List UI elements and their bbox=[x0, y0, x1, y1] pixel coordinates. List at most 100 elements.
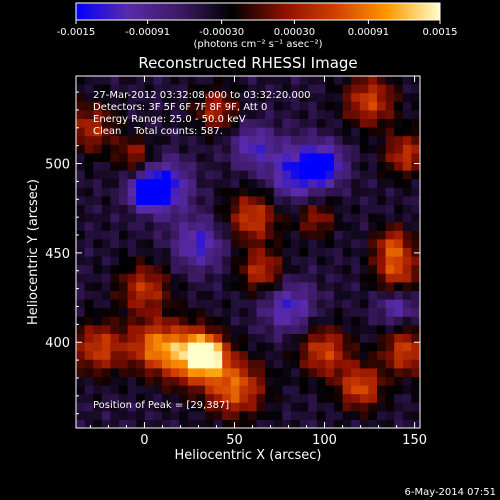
image-pixel bbox=[282, 334, 292, 343]
image-pixel bbox=[359, 179, 369, 189]
image-pixel bbox=[411, 282, 420, 292]
image-pixel bbox=[316, 420, 326, 428]
image-pixel bbox=[299, 394, 309, 404]
image-pixel bbox=[325, 351, 335, 361]
image-pixel bbox=[153, 282, 163, 292]
image-pixel bbox=[248, 385, 257, 395]
image-pixel bbox=[205, 110, 214, 120]
image-pixel bbox=[385, 248, 395, 257]
image-pixel bbox=[325, 196, 335, 206]
image-pixel bbox=[205, 273, 214, 283]
image-pixel bbox=[101, 394, 111, 404]
image-pixel bbox=[411, 76, 420, 85]
image-pixel bbox=[93, 170, 103, 180]
image-pixel bbox=[359, 316, 369, 326]
image-pixel bbox=[179, 265, 189, 275]
image-pixel bbox=[239, 368, 249, 378]
image-pixel bbox=[230, 265, 240, 275]
image-pixel bbox=[248, 282, 257, 292]
image-pixel bbox=[213, 411, 223, 421]
image-pixel bbox=[394, 187, 404, 197]
image-pixel bbox=[84, 101, 94, 111]
image-pixel bbox=[308, 196, 318, 206]
image-pixel bbox=[153, 334, 163, 343]
image-pixel bbox=[308, 153, 318, 163]
image-pixel bbox=[179, 248, 189, 257]
image-pixel bbox=[359, 136, 369, 146]
image-pixel bbox=[187, 144, 197, 154]
image-pixel bbox=[368, 256, 378, 266]
image-pixel bbox=[162, 256, 171, 266]
image-pixel bbox=[265, 273, 275, 283]
image-pixel bbox=[93, 136, 103, 146]
image-pixel bbox=[368, 299, 378, 309]
image-pixel bbox=[265, 265, 275, 275]
image-pixel bbox=[248, 170, 257, 180]
image-pixel bbox=[153, 351, 163, 361]
image-pixel bbox=[196, 377, 206, 386]
image-pixel bbox=[282, 316, 292, 326]
image-pixel bbox=[153, 170, 163, 180]
image-pixel bbox=[385, 420, 395, 428]
image-pixel bbox=[213, 196, 223, 206]
image-pixel bbox=[291, 420, 300, 428]
image-pixel bbox=[196, 351, 206, 361]
image-pixel bbox=[179, 385, 189, 395]
image-pixel bbox=[351, 394, 361, 404]
image-pixel bbox=[144, 402, 154, 412]
image-pixel bbox=[394, 170, 404, 180]
image-pixel bbox=[316, 402, 326, 412]
image-pixel bbox=[359, 256, 369, 266]
image-pixel bbox=[377, 230, 386, 240]
image-pixel bbox=[291, 136, 300, 146]
image-pixel bbox=[239, 205, 249, 214]
image-pixel bbox=[93, 153, 103, 163]
image-pixel bbox=[170, 136, 180, 146]
image-pixel bbox=[110, 76, 120, 85]
image-pixel bbox=[248, 196, 257, 206]
image-pixel bbox=[110, 213, 120, 223]
image-pixel bbox=[316, 119, 326, 128]
image-pixel bbox=[316, 170, 326, 180]
image-pixel bbox=[308, 334, 318, 343]
image-pixel bbox=[308, 273, 318, 283]
image-pixel bbox=[291, 93, 300, 103]
image-pixel bbox=[239, 170, 249, 180]
image-pixel bbox=[265, 402, 275, 412]
image-pixel bbox=[291, 239, 300, 249]
image-pixel bbox=[299, 291, 309, 300]
image-pixel bbox=[110, 394, 120, 404]
image-pixel bbox=[308, 368, 318, 378]
image-pixel bbox=[101, 316, 111, 326]
image-pixel bbox=[308, 136, 318, 146]
image-pixel bbox=[76, 170, 85, 180]
image-pixel bbox=[222, 101, 232, 111]
image-pixel bbox=[110, 119, 120, 128]
image-pixel bbox=[325, 368, 335, 378]
image-pixel bbox=[334, 411, 343, 421]
image-pixel bbox=[377, 291, 386, 300]
image-pixel bbox=[394, 359, 404, 369]
image-pixel bbox=[213, 187, 223, 197]
image-pixel bbox=[394, 316, 404, 326]
image-pixel bbox=[351, 84, 361, 94]
image-pixel bbox=[291, 351, 300, 361]
image-pixel bbox=[84, 256, 94, 266]
image-pixel bbox=[334, 196, 343, 206]
image-pixel bbox=[110, 385, 120, 395]
image-pixel bbox=[170, 377, 180, 386]
image-pixel bbox=[273, 248, 283, 257]
image-pixel bbox=[213, 110, 223, 120]
image-pixel bbox=[359, 205, 369, 214]
image-pixel bbox=[93, 230, 103, 240]
image-pixel bbox=[273, 265, 283, 275]
image-pixel bbox=[162, 273, 171, 283]
image-pixel bbox=[308, 291, 318, 300]
image-pixel bbox=[76, 239, 85, 249]
image-pixel bbox=[196, 93, 206, 103]
image-pixel bbox=[377, 282, 386, 292]
image-pixel bbox=[351, 411, 361, 421]
image-pixel bbox=[213, 420, 223, 428]
image-pixel bbox=[222, 316, 232, 326]
image-pixel bbox=[351, 291, 361, 300]
